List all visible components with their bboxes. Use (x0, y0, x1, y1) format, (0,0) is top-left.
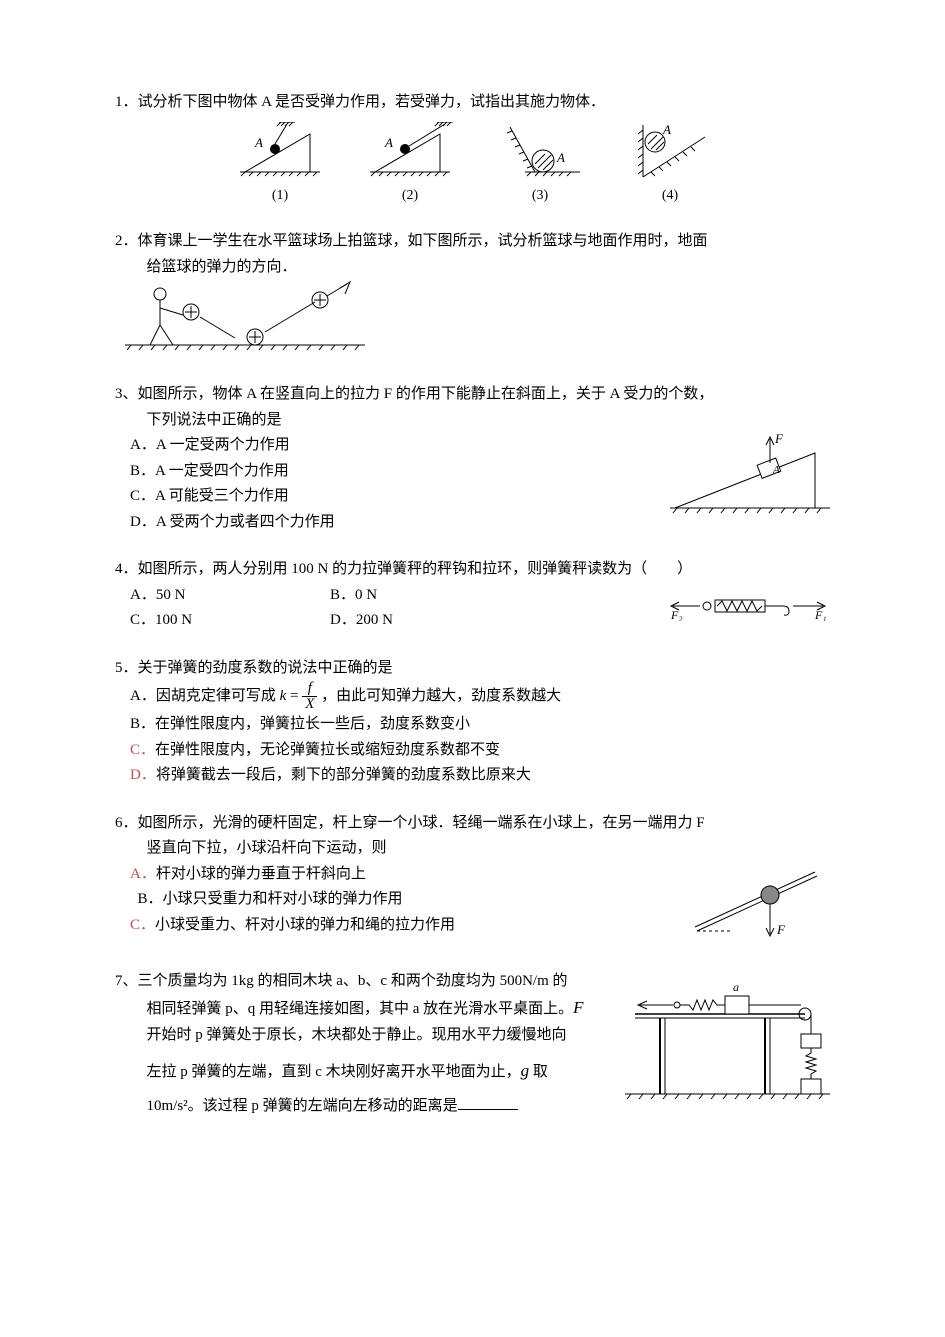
question-5: 5．关于弹簧的劲度系数的说法中正确的是 A．因胡克定律可写成 k = f X ，… (115, 656, 835, 789)
q5-stem: 5．关于弹簧的劲度系数的说法中正确的是 (115, 656, 835, 682)
q5-optA-num: f (302, 681, 317, 697)
q7-line5-pre: 10m/s²。该过程 p 弹簧的左端向左移动的距离是 (147, 1098, 458, 1114)
q1-fig2-svg: A (365, 122, 455, 182)
q1-cap-2: (2) (365, 184, 455, 208)
question-1: 1．试分析下图中物体 A 是否受弹力作用，若受弹力，试指出其施力物体． (115, 90, 835, 207)
q6-label-F: F (776, 922, 786, 937)
q6-optC-letter: C． (130, 917, 155, 933)
q1-cap-3: (3) (495, 184, 585, 208)
q1-fig1-label: A (254, 135, 263, 150)
q7-blank (458, 1094, 518, 1110)
q7-line4-post: 取 (529, 1064, 548, 1080)
q1-fig-3: A (3) (495, 122, 585, 208)
question-2: 2．体育课上一学生在水平篮球场上拍篮球，如下图所示，试分析篮球与地面作用时，地面… (115, 229, 835, 360)
q1-fig1-svg: A (235, 122, 325, 182)
q7-line2-F: F (573, 998, 583, 1017)
q1-fig3-label: A (556, 150, 565, 165)
q2-figure (115, 280, 375, 360)
q3-label-F: F (774, 433, 784, 446)
q5-optA-k: k (280, 688, 287, 704)
q6-optA-letter: A． (130, 866, 156, 882)
q1-cap-1: (1) (235, 184, 325, 208)
q2-stem: 2．体育课上一学生在水平篮球场上拍篮球，如下图所示，试分析篮球与地面作用时，地面 (115, 229, 835, 255)
q3-figure: F A (665, 433, 835, 523)
q5-optA-post: ，由此可知弹力越大，劲度系数越大 (321, 688, 561, 704)
q4-opt-a: A．50 N (130, 583, 330, 609)
q5-optA-pre: A．因胡克定律可写成 (130, 688, 280, 704)
q3-stem2: 下列说法中正确的是 (115, 408, 835, 434)
q2-stem2: 给篮球的弹力的方向． (115, 255, 835, 281)
q7-label-a: a (733, 980, 739, 994)
question-4: 4．如图所示，两人分别用 100 N 的力拉弹簧秤的秤钩和拉环，则弹簧秤读数为（… (115, 557, 835, 634)
q5-optA-eq: = (290, 688, 302, 704)
q3-stem: 3、如图所示，物体 A 在竖直向上的拉力 F 的作用下能静止在斜面上，关于 A … (115, 382, 835, 408)
q6-stem2: 竖直向下拉，小球沿杆向下运动，则 (115, 836, 835, 862)
q5-optC-letter: C． (130, 742, 155, 758)
question-7: a 7、三个质量均为 1kg 的相同木块 a、b、c 和两个劲度均为 500N/… (115, 969, 835, 1119)
q1-fig4-label: A (662, 122, 671, 137)
q3-label-A: A (772, 464, 780, 476)
q1-cap-4: (4) (625, 184, 715, 208)
q1-fig4-svg: A (625, 122, 715, 182)
q5-opt-b: B．在弹性限度内，弹簧拉长一些后，劲度系数变小 (130, 712, 835, 738)
q1-fig-2: A (2) (365, 122, 455, 208)
q4-label-F2: F₂ (670, 608, 683, 621)
q6-optC-text: 小球受重力、杆对小球的弹力和绳的拉力作用 (155, 917, 455, 933)
q4-opt-d: D．200 N (330, 608, 530, 634)
q6-figure: F (685, 862, 835, 947)
q1-figures: A (1) (115, 122, 835, 208)
q1-fig-4: A (4) (625, 122, 715, 208)
q7-line4-g: g (521, 1061, 530, 1080)
q4-figure: F₂ F₁ (665, 591, 835, 621)
q1-fig3-svg: A (495, 122, 585, 182)
q7-figure: a (605, 969, 835, 1114)
question-3: 3、如图所示，物体 A 在竖直向上的拉力 F 的作用下能静止在斜面上，关于 A … (115, 382, 835, 535)
q5-opt-c: C．在弹性限度内，无论弹簧拉长或缩短劲度系数都不变 (130, 738, 835, 764)
q5-optC-text: 在弹性限度内，无论弹簧拉长或缩短劲度系数都不变 (155, 742, 500, 758)
q6-stem: 6．如图所示，光滑的硬杆固定，杆上穿一个小球．轻绳一端系在小球上，在另一端用力 … (115, 811, 835, 837)
q4-stem: 4．如图所示，两人分别用 100 N 的力拉弹簧秤的秤钩和拉环，则弹簧秤读数为（… (115, 557, 835, 583)
q1-fig2-label: A (384, 135, 393, 150)
q4-opt-c: C．100 N (130, 608, 330, 634)
q7-line4-pre: 左拉 p 弹簧的左端，直到 c 木块刚好离开水平地面为止， (147, 1064, 521, 1080)
q7-line2-pre: 相同轻弹簧 p、q 用轻绳连接如图，其中 a 放在光滑水平桌面上。 (147, 1001, 574, 1017)
q5-optA-den: X (302, 697, 317, 712)
question-6: 6．如图所示，光滑的硬杆固定，杆上穿一个小球．轻绳一端系在小球上，在另一端用力 … (115, 811, 835, 947)
q6-optA-text: 杆对小球的弹力垂直于杆斜向上 (156, 866, 366, 882)
q1-stem: 1．试分析下图中物体 A 是否受弹力作用，若受弹力，试指出其施力物体． (115, 90, 835, 116)
q4-label-F1: F₁ (814, 608, 827, 621)
q5-opt-d: D．将弹簧截去一段后，剩下的部分弹簧的劲度系数比原来大 (130, 763, 835, 789)
q5-opt-a: A．因胡克定律可写成 k = f X ，由此可知弹力越大，劲度系数越大 (130, 681, 835, 712)
q4-opt-b: B．0 N (330, 583, 530, 609)
q1-fig-1: A (1) (235, 122, 325, 208)
q5-optD-text: 将弹簧截去一段后，剩下的部分弹簧的劲度系数比原来大 (156, 767, 531, 783)
q5-optD-letter: D． (130, 767, 156, 783)
